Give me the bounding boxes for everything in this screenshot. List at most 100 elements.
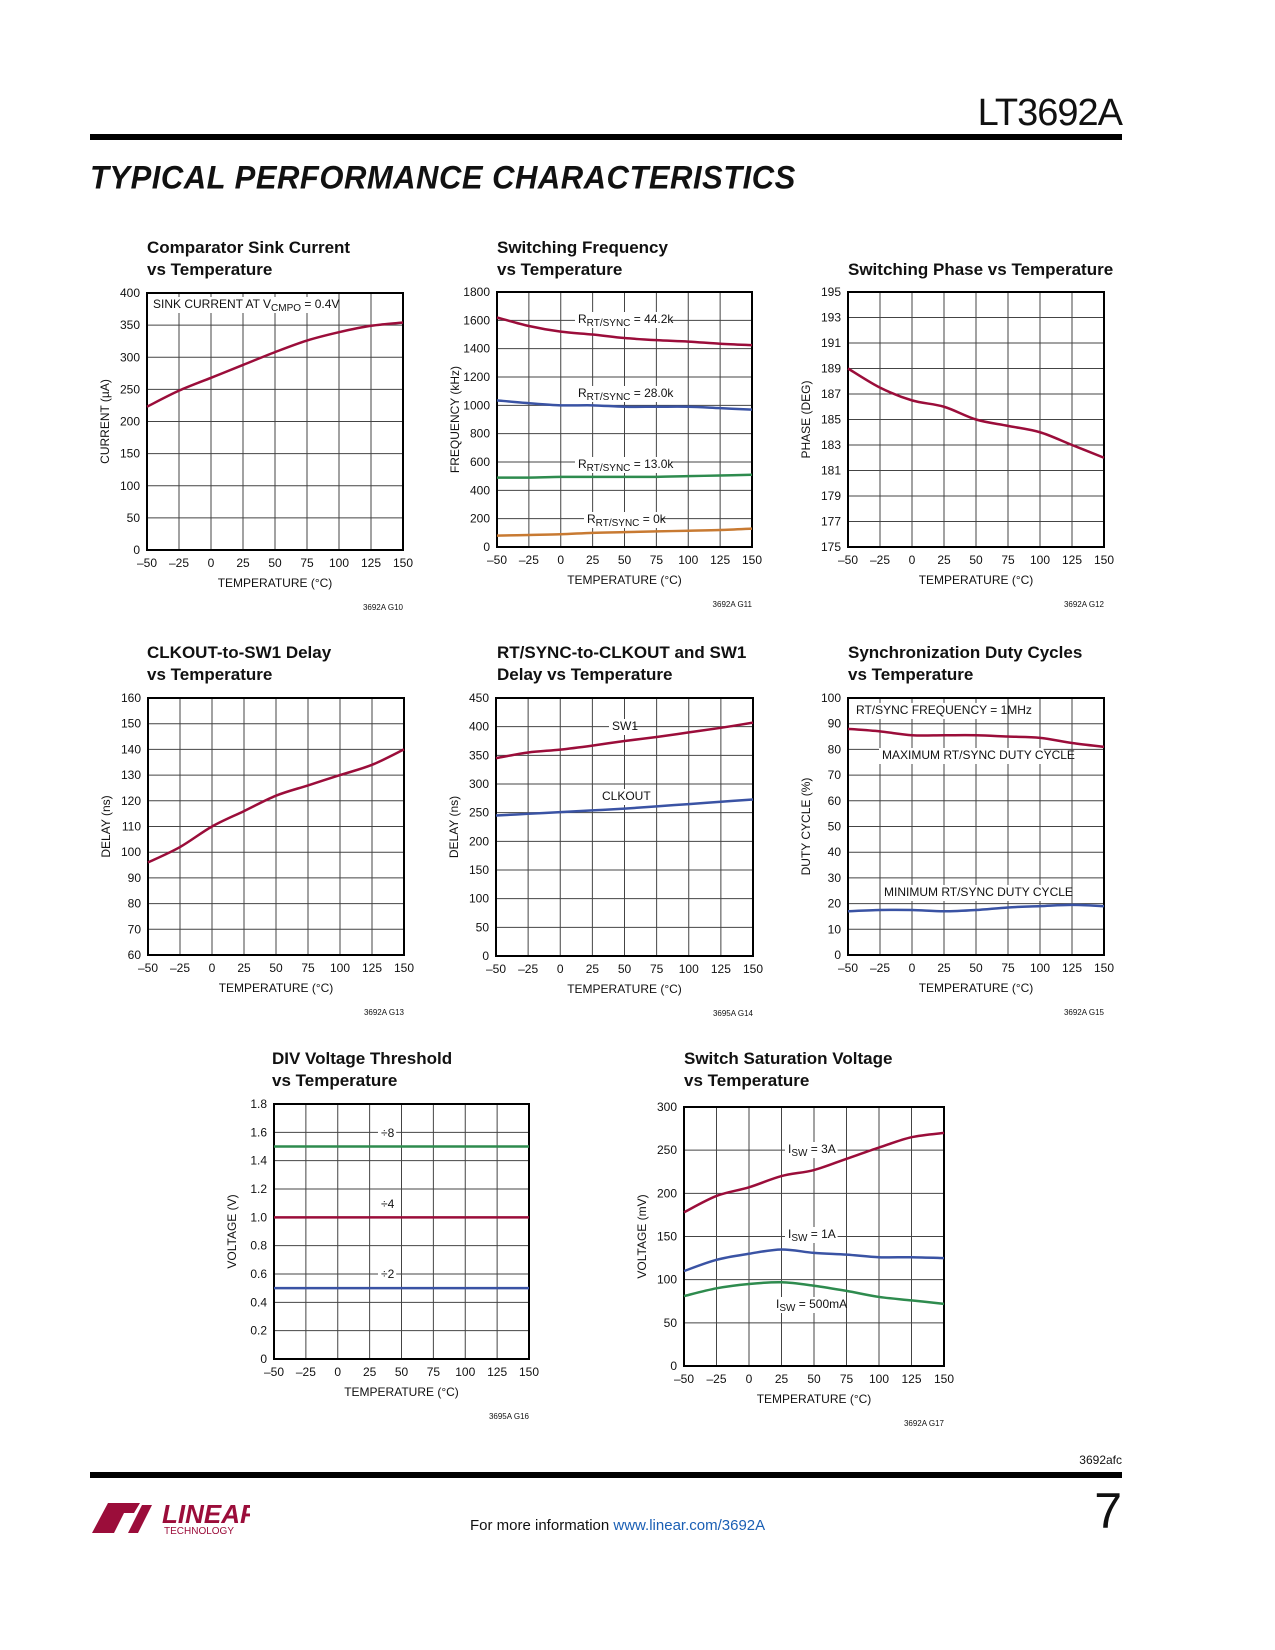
y-tick-label: 185 — [821, 413, 841, 427]
x-tick-label: –50 — [486, 962, 506, 976]
x-tick-label: 100 — [678, 553, 698, 567]
x-tick-label: 125 — [711, 962, 731, 976]
y-tick-label: 400 — [120, 286, 140, 300]
y-tick-label: 150 — [469, 863, 489, 877]
x-tick-label: 100 — [455, 1365, 475, 1379]
x-tick-label: 50 — [269, 961, 283, 975]
y-axis-label: VOLTAGE (V) — [225, 1194, 239, 1268]
x-tick-label: 150 — [393, 556, 413, 570]
y-tick-label: 250 — [657, 1143, 677, 1157]
series-label-sub: SW — [791, 1233, 808, 1244]
x-tick-label: 150 — [1094, 961, 1114, 975]
y-tick-label: 120 — [121, 794, 141, 808]
y-tick-label: 1.0 — [250, 1210, 267, 1224]
series-label: MINIMUM RT/SYNC DUTY CYCLE — [884, 885, 1073, 899]
y-tick-label: 187 — [821, 387, 841, 401]
series-label-sub: RT/SYNC — [596, 518, 640, 529]
series-label-sub: RT/SYNC — [587, 318, 631, 329]
chart-note-main: RT/SYNC FREQUENCY = 1MHz — [856, 703, 1032, 717]
y-tick-label: 181 — [821, 464, 841, 478]
x-tick-label: –25 — [170, 961, 190, 975]
series-label-rest: = 3A — [807, 1142, 835, 1156]
plot-frame — [847, 697, 1105, 956]
plot-frame — [683, 1106, 945, 1367]
series-label-bg — [785, 1227, 838, 1243]
x-tick-label: 50 — [969, 961, 983, 975]
series-label: CLKOUT — [602, 789, 651, 803]
y-axis-label: PHASE (DEG) — [799, 380, 813, 458]
x-tick-label: 75 — [427, 1365, 441, 1379]
y-tick-label: 90 — [828, 717, 842, 731]
x-tick-label: 50 — [395, 1365, 409, 1379]
x-tick-label: 75 — [300, 556, 314, 570]
figure-id: 3692A G12 — [1064, 600, 1105, 609]
x-tick-label: 0 — [334, 1365, 341, 1379]
x-tick-label: 50 — [268, 556, 282, 570]
part-number: LT3692A — [977, 92, 1123, 134]
footer-info-text: For more information — [470, 1517, 614, 1534]
x-tick-label: 150 — [1094, 553, 1114, 567]
y-tick-label: 195 — [821, 285, 841, 299]
y-tick-label: 400 — [469, 720, 489, 734]
series-label: ISW = 500mA — [776, 1297, 847, 1314]
series-line — [847, 367, 1105, 459]
x-tick-label: 100 — [1030, 961, 1050, 975]
x-tick-label: –25 — [706, 1372, 726, 1386]
series-label-main: MAXIMUM RT/SYNC DUTY CYCLE — [882, 748, 1075, 762]
x-axis-label: TEMPERATURE (°C) — [567, 982, 682, 996]
x-tick-label: 0 — [746, 1372, 753, 1386]
series-label-rest: = 13.0k — [630, 457, 674, 471]
series-label-bg — [879, 748, 1044, 764]
series-label-bg — [773, 1297, 844, 1313]
y-tick-label: 150 — [120, 447, 140, 461]
series-label: ÷8 — [381, 1126, 395, 1140]
series-line — [496, 316, 753, 347]
x-tick-label: 75 — [840, 1372, 854, 1386]
y-axis-label: DELAY (ns) — [447, 796, 461, 858]
plot-frame — [496, 291, 753, 548]
x-tick-label: 50 — [618, 962, 632, 976]
chart-note-bg — [853, 703, 1006, 719]
x-tick-label: –50 — [838, 961, 858, 975]
x-tick-label: 50 — [618, 553, 632, 567]
series-label-main: ÷2 — [381, 1267, 395, 1281]
chart-8: Switch Saturation Voltage vs Temperature 0… — [635, 1049, 954, 1428]
chart-6: Synchronization Duty Cycles vs Temperatur… — [799, 643, 1114, 1017]
chart-title: vs Temperature — [272, 1071, 397, 1090]
series-label-bg — [609, 719, 634, 735]
x-axis-label: TEMPERATURE (°C) — [919, 981, 1034, 995]
y-tick-label: 0 — [133, 543, 140, 557]
svg-text:LINEAR: LINEAR — [162, 1499, 250, 1529]
y-tick-label: 350 — [120, 318, 140, 332]
series-label: RRT/SYNC = 44.2k — [578, 312, 674, 329]
series-line — [683, 1280, 945, 1306]
y-tick-label: 250 — [120, 382, 140, 396]
website-link[interactable]: www.linear.com/3692A — [613, 1517, 766, 1534]
x-tick-label: 0 — [557, 962, 564, 976]
chart-title: vs Temperature — [684, 1071, 809, 1090]
x-tick-label: –50 — [487, 553, 507, 567]
chart-note-rest: = 0.4V — [301, 297, 339, 311]
series-label-bg — [785, 1142, 838, 1158]
series-line — [847, 903, 1105, 913]
series-label-rest: = 1A — [807, 1227, 835, 1241]
y-tick-label: 50 — [127, 511, 141, 525]
series-label-main: SW1 — [612, 719, 638, 733]
series-line — [146, 321, 404, 408]
x-tick-label: 150 — [743, 962, 763, 976]
series-label-main: R — [578, 386, 587, 400]
series-label-main: I — [788, 1142, 791, 1156]
x-tick-label: 0 — [208, 556, 215, 570]
x-tick-label: 50 — [969, 553, 983, 567]
y-tick-label: 0.6 — [250, 1267, 267, 1281]
y-tick-label: 160 — [121, 691, 141, 705]
x-tick-label: –50 — [137, 556, 157, 570]
series-line — [496, 399, 753, 411]
x-tick-label: –50 — [674, 1372, 694, 1386]
y-tick-label: 0 — [483, 540, 490, 554]
y-axis-label: DUTY CYCLE (%) — [799, 778, 813, 876]
figure-id: 3692A G10 — [363, 603, 404, 612]
y-tick-label: 80 — [128, 897, 142, 911]
x-tick-label: 100 — [869, 1372, 889, 1386]
x-tick-label: 25 — [937, 553, 951, 567]
